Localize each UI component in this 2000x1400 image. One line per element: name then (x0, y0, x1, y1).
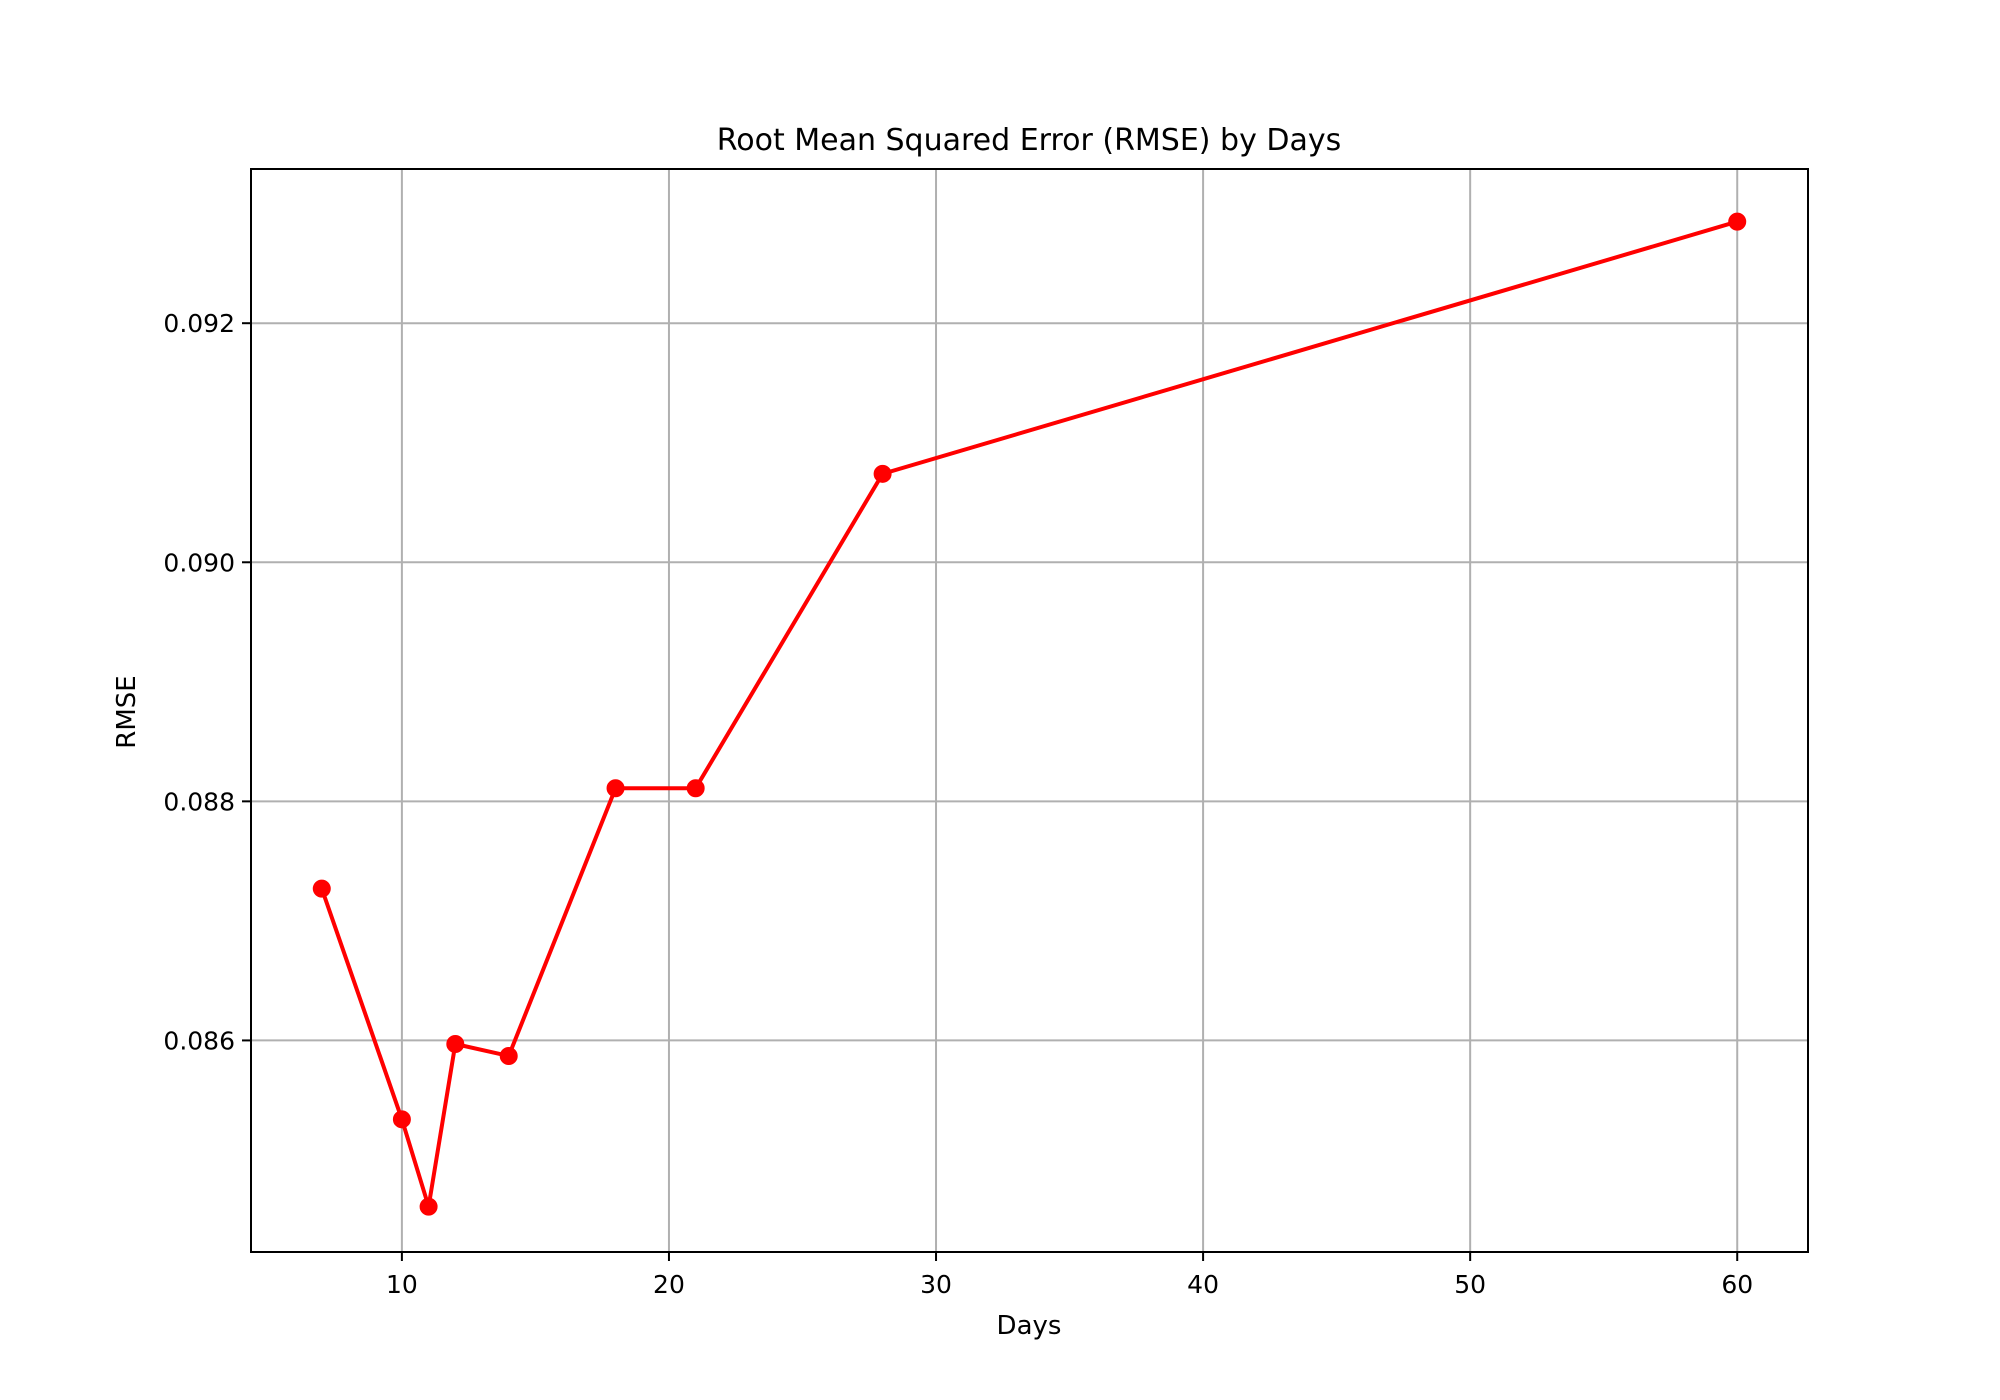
x-tick-label: 10 (386, 1270, 418, 1299)
x-tick-label: 40 (1187, 1270, 1219, 1299)
data-point (392, 1110, 411, 1129)
y-tick-label: 0.086 (163, 1026, 235, 1055)
y-tick-label: 0.092 (163, 309, 235, 338)
x-axis-label: Days (997, 1311, 1062, 1341)
chart-title: Root Mean Squared Error (RMSE) by Days (717, 123, 1342, 158)
data-point (446, 1035, 465, 1054)
data-point (499, 1046, 518, 1065)
y-axis-label: RMSE (112, 675, 142, 748)
x-tick-label: 20 (653, 1270, 685, 1299)
grid-lines (251, 169, 1808, 1252)
series-line (319, 219, 1738, 1209)
x-tick-label: 30 (920, 1270, 952, 1299)
data-point (686, 779, 705, 798)
series-layer (312, 212, 1747, 1216)
x-tick-label: 50 (1454, 1270, 1486, 1299)
data-point (1728, 212, 1747, 231)
x-tick-label: 60 (1721, 1270, 1753, 1299)
data-point (312, 879, 331, 898)
data-point (419, 1197, 438, 1216)
y-tick-label: 0.090 (163, 548, 235, 577)
plot-frame (250, 168, 1809, 1253)
data-point (606, 779, 625, 798)
tick-layer: 10 20 30 40 50 60 0.086 0.088 0.090 0.092 (163, 309, 1753, 1299)
data-point (873, 464, 892, 483)
y-tick-label: 0.088 (163, 787, 235, 816)
